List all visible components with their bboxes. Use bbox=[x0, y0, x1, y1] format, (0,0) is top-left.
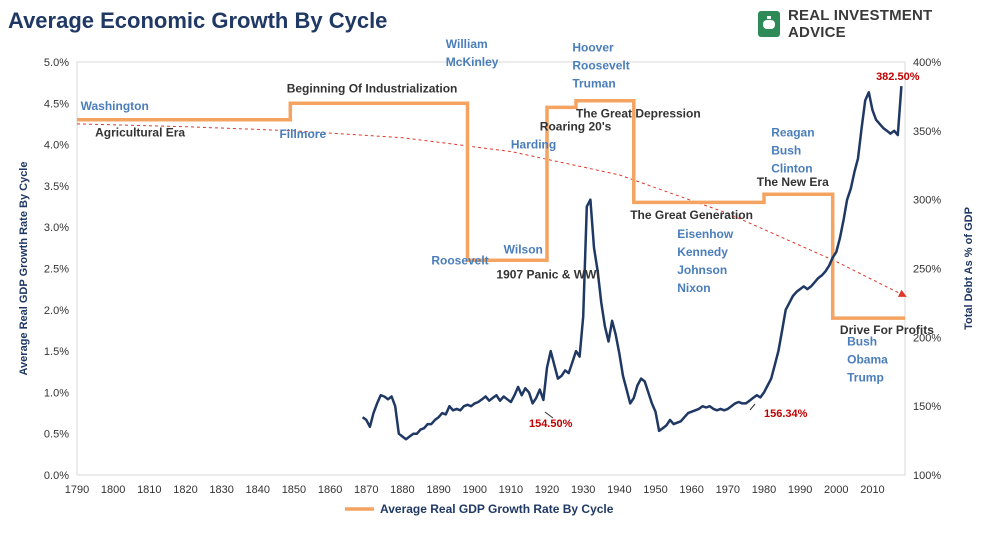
x-tick-label: 2000 bbox=[824, 484, 848, 496]
y-right-tick-label: 100% bbox=[913, 470, 941, 482]
cycle-label: Beginning Of Industrialization bbox=[287, 82, 458, 96]
y-right-tick-label: 300% bbox=[913, 195, 941, 207]
president-label: Roosevelt bbox=[572, 58, 629, 72]
trend-line bbox=[76, 123, 907, 297]
plot-area bbox=[76, 61, 906, 476]
y-left-tick-label: 1.0% bbox=[44, 387, 69, 399]
legend-label: Average Real GDP Growth Rate By Cycle bbox=[380, 502, 614, 516]
x-tick-label: 1900 bbox=[462, 484, 486, 496]
x-tick-label: 2010 bbox=[860, 484, 884, 496]
president-label: Trump bbox=[847, 370, 884, 384]
x-tick-label: 1920 bbox=[535, 484, 559, 496]
debt-to-gdp-line bbox=[361, 86, 903, 441]
president-label: Bush bbox=[771, 143, 801, 157]
x-tick-label: 1870 bbox=[354, 484, 378, 496]
x-tick-label: 1830 bbox=[209, 484, 233, 496]
y-left-tick-label: 3.0% bbox=[44, 222, 69, 234]
y-left-tick-label: 4.5% bbox=[44, 98, 69, 110]
president-label: Hoover bbox=[572, 40, 614, 54]
x-tick-label: 1860 bbox=[318, 484, 342, 496]
cycle-label: Agricultural Era bbox=[95, 125, 185, 139]
y-left-axis-title: Average Real GDP Growth Rate By Cycle bbox=[18, 162, 30, 376]
president-label: Johnson bbox=[677, 263, 727, 277]
cycle-label: The New Era bbox=[757, 175, 829, 189]
x-tick-label: 1940 bbox=[607, 484, 631, 496]
y-right-tick-label: 400% bbox=[913, 57, 941, 69]
x-tick-label: 1960 bbox=[679, 484, 703, 496]
y-left-tick-label: 1.5% bbox=[44, 346, 69, 358]
x-tick-label: 1990 bbox=[788, 484, 812, 496]
president-label: Eisenhow bbox=[677, 227, 734, 241]
president-label: Truman bbox=[572, 76, 615, 90]
logo-text: REAL INVESTMENT ADVICE bbox=[788, 7, 933, 41]
president-label: Harding bbox=[511, 138, 556, 152]
y-right-tick-label: 150% bbox=[913, 401, 941, 413]
x-tick-label: 1790 bbox=[65, 484, 89, 496]
president-label: Fillmore bbox=[279, 127, 326, 141]
x-tick-label: 1850 bbox=[282, 484, 306, 496]
y-right-tick-label: 200% bbox=[913, 332, 941, 344]
piggy-bank-icon bbox=[758, 11, 780, 37]
value-label: 154.50% bbox=[529, 418, 573, 430]
y-left-tick-label: 0.5% bbox=[44, 429, 69, 441]
president-label: Clinton bbox=[771, 161, 812, 175]
cycle-label: 1907 Panic & WWI bbox=[496, 267, 599, 281]
president-label: McKinley bbox=[446, 55, 499, 69]
x-tick-label: 1910 bbox=[499, 484, 523, 496]
y-left-tick-label: 0.0% bbox=[44, 470, 69, 482]
president-label: Kennedy bbox=[677, 245, 728, 259]
x-tick-label: 1810 bbox=[137, 484, 161, 496]
callout-line-1919 bbox=[544, 411, 554, 419]
cycle-label: The Great Depression bbox=[576, 106, 701, 120]
x-tick-label: 1840 bbox=[246, 484, 270, 496]
y-left-tick-label: 4.0% bbox=[44, 140, 69, 152]
president-label: Washington bbox=[81, 99, 149, 113]
x-tick-label: 1820 bbox=[173, 484, 197, 496]
cycle-label: Drive For Profits bbox=[840, 323, 934, 337]
president-label: Wilson bbox=[504, 243, 543, 257]
president-label: Obama bbox=[847, 352, 888, 366]
x-tick-label: 1890 bbox=[426, 484, 450, 496]
value-label: 382.50% bbox=[876, 71, 920, 83]
y-right-tick-label: 250% bbox=[913, 264, 941, 276]
x-tick-label: 1930 bbox=[571, 484, 595, 496]
y-right-tick-label: 350% bbox=[913, 126, 941, 138]
x-tick-label: 1880 bbox=[390, 484, 414, 496]
president-label: Nixon bbox=[677, 281, 710, 295]
logo: REAL INVESTMENT ADVICE bbox=[758, 7, 985, 41]
president-label: William bbox=[446, 37, 488, 51]
cycle-label: The Great Generation bbox=[630, 208, 753, 222]
president-label: Roosevelt bbox=[431, 253, 488, 267]
y-left-tick-label: 5.0% bbox=[44, 57, 69, 69]
x-tick-label: 1970 bbox=[716, 484, 740, 496]
y-left-tick-label: 2.0% bbox=[44, 305, 69, 317]
cycle-label: Roaring 20's bbox=[540, 120, 612, 134]
callout-line-1979 bbox=[749, 403, 756, 411]
president-label: Bush bbox=[847, 334, 877, 348]
y-right-axis-title: Total Debt As % of GDP bbox=[963, 207, 975, 330]
chart-title: Average Economic Growth By Cycle bbox=[8, 8, 388, 33]
gdp-growth-step-line bbox=[77, 99, 905, 320]
y-left-tick-label: 3.5% bbox=[44, 181, 69, 193]
president-label: Reagan bbox=[771, 125, 814, 139]
x-tick-label: 1800 bbox=[101, 484, 125, 496]
y-left-tick-label: 2.5% bbox=[44, 264, 69, 276]
x-tick-label: 1980 bbox=[752, 484, 776, 496]
value-label: 156.34% bbox=[764, 408, 808, 420]
x-tick-label: 1950 bbox=[643, 484, 667, 496]
